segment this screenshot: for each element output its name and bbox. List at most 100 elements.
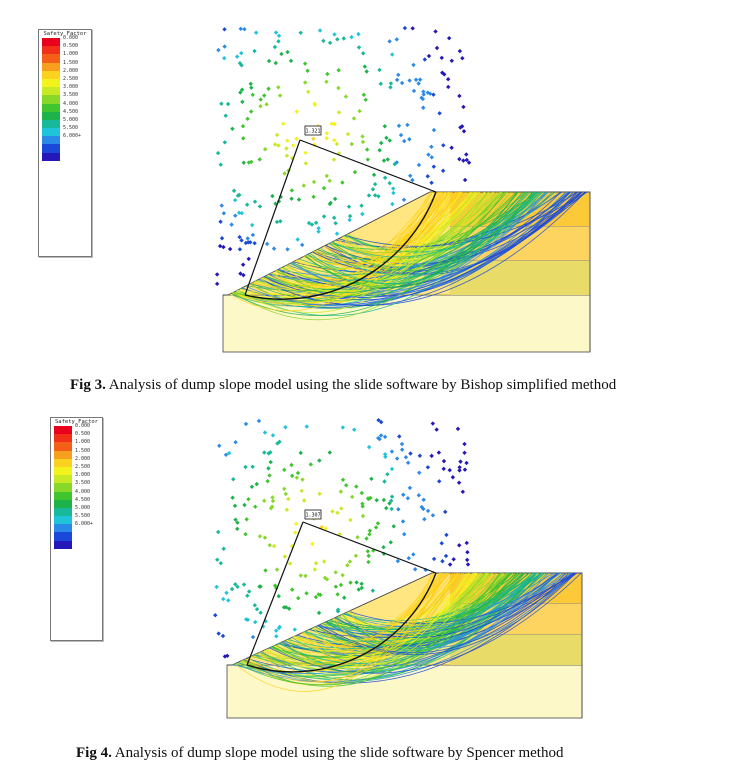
slip-center-point xyxy=(372,181,378,187)
slip-center-point xyxy=(312,567,318,572)
slip-center-point xyxy=(275,441,280,446)
slip-center-point xyxy=(296,595,301,601)
slip-surface xyxy=(341,191,441,255)
slip-center-point xyxy=(441,458,447,464)
slip-center-point xyxy=(264,241,270,247)
slip-surface xyxy=(235,572,519,686)
slip-center-point xyxy=(354,580,359,585)
legend-title: Safety Factor xyxy=(54,419,99,425)
slip-center-point xyxy=(316,229,321,234)
slip-center-point xyxy=(301,498,307,503)
slip-center-point xyxy=(457,468,462,473)
slip-center-point xyxy=(434,427,439,432)
figure-caption: Fig 3. Analysis of dump slope model usin… xyxy=(70,377,616,394)
slip-center-point xyxy=(340,425,346,430)
slip-center-point xyxy=(291,143,296,148)
slip-center-point xyxy=(273,628,279,633)
slip-center-point xyxy=(410,26,415,31)
safety-factor-legend: Safety Factor 0.000 0.500 1.000 1.500 2.000 2… xyxy=(38,29,92,257)
slip-center-point xyxy=(333,584,339,589)
slip-center-point xyxy=(391,186,396,191)
slip-surface xyxy=(333,572,444,650)
slip-center-point xyxy=(426,53,432,59)
legend-row: 3.000 xyxy=(39,84,91,96)
slip-center-point xyxy=(234,54,240,59)
slip-center-point xyxy=(373,525,379,530)
critical-slip-arc xyxy=(244,191,437,300)
slip-center-point xyxy=(274,567,280,572)
slip-center-point xyxy=(248,109,254,114)
slip-center-point xyxy=(460,56,465,61)
slip-center-point xyxy=(399,447,405,452)
slip-center-point xyxy=(262,498,267,503)
legend-row: 2.000 xyxy=(39,67,91,79)
slip-center-point xyxy=(430,421,436,426)
legend-swatch xyxy=(42,95,60,104)
slip-surface xyxy=(301,572,433,663)
slip-surface xyxy=(250,191,538,302)
slip-center-point xyxy=(219,101,224,106)
legend-label: 2.500 xyxy=(63,75,79,82)
slip-center-point xyxy=(266,58,272,64)
slip-center-point xyxy=(419,95,424,101)
legend-row: 6.000+ xyxy=(39,133,91,145)
slip-center-point xyxy=(264,102,269,107)
slip-center-point xyxy=(349,494,355,500)
slip-center-point xyxy=(396,507,401,512)
slip-center-point xyxy=(333,221,338,226)
slip-center-point xyxy=(294,109,299,114)
slip-center-point xyxy=(382,434,388,440)
slip-center-point xyxy=(353,553,359,558)
slip-center-point xyxy=(359,490,364,496)
legend-swatch xyxy=(54,483,72,492)
slip-surface xyxy=(317,572,573,633)
slip-center-point xyxy=(366,496,371,502)
slip-center-point xyxy=(429,453,434,459)
legend-label: 4.500 xyxy=(63,108,79,115)
slip-center-point xyxy=(245,593,250,598)
slip-center-point xyxy=(246,497,251,502)
legend-swatch xyxy=(42,111,60,120)
slip-surface xyxy=(295,191,442,271)
slip-center-point xyxy=(336,68,341,73)
legend-row: 2.500 xyxy=(51,464,102,476)
slip-center-point xyxy=(215,557,220,562)
slip-center-point xyxy=(343,94,349,99)
slip-center-point xyxy=(389,506,394,512)
slip-center-point xyxy=(237,60,243,66)
legend-label: 2.000 xyxy=(63,67,79,74)
slip-center-point xyxy=(222,55,227,61)
slip-center-point xyxy=(332,137,337,143)
slip-center-point xyxy=(457,48,463,54)
legend-row: 5.500 xyxy=(39,125,91,137)
slip-center-point xyxy=(321,38,326,44)
slip-center-point xyxy=(300,242,305,248)
slip-center-point xyxy=(311,179,317,185)
slip-center-point xyxy=(365,549,371,554)
slip-center-point xyxy=(232,197,238,203)
slip-center-point xyxy=(276,85,281,90)
slip-surface xyxy=(258,191,575,297)
slip-center-point xyxy=(313,561,319,566)
slip-center-point xyxy=(437,479,442,484)
slip-center-point xyxy=(282,467,287,473)
slip-center-point xyxy=(252,48,257,54)
slip-center-point xyxy=(431,127,437,133)
slip-center-point xyxy=(462,467,468,472)
legend-row: 2.000 xyxy=(51,456,102,467)
slip-center-point xyxy=(441,466,446,472)
slip-center-point xyxy=(347,559,353,564)
slip-center-point xyxy=(217,443,222,448)
slip-center-point xyxy=(361,92,367,98)
slip-center-point xyxy=(327,201,333,207)
legend-swatch xyxy=(54,524,72,533)
slip-center-point xyxy=(281,121,286,126)
slip-center-point xyxy=(302,80,308,85)
slip-center-point xyxy=(460,489,466,495)
slip-center-point xyxy=(445,76,451,82)
legend-swatch xyxy=(54,516,72,525)
slip-center-point xyxy=(387,138,392,143)
slip-center-point xyxy=(402,532,407,537)
slip-surface xyxy=(233,191,517,303)
slip-center-point xyxy=(371,172,377,178)
